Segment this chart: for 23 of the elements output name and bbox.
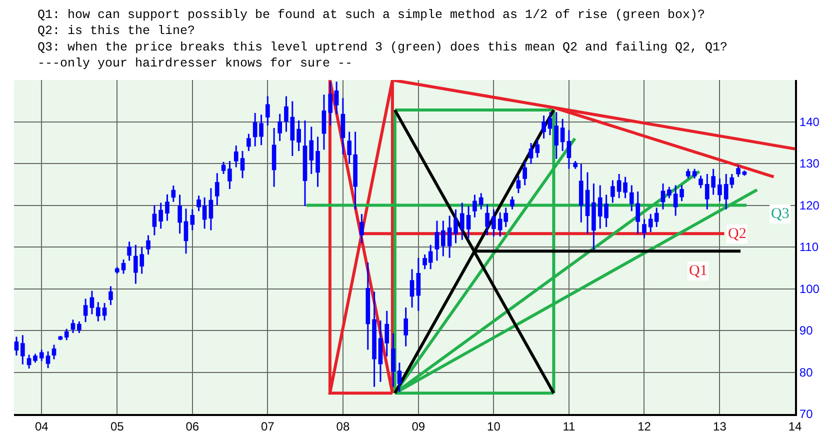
- y-tick-label: 70: [799, 407, 814, 422]
- y-tick-label: 80: [799, 365, 814, 380]
- y-tick-label: 90: [799, 324, 814, 338]
- annotation: Q2: [728, 226, 746, 242]
- annotation: Q3: [771, 206, 790, 222]
- x-tick-label: 08: [336, 419, 350, 434]
- y-tick-label: 120: [799, 198, 820, 212]
- chart-title: Q1: how can support possibly be found at such a simple method as 1/2 of rise (green box)? Q2: is this the line? Q3: when the price breaks this level uptrend 3 (green) does this mean Q2 and failing Q2, Q1? ---only your hairdresser knows for sure --: [37, 8, 728, 71]
- x-tick-label: 10: [487, 419, 501, 434]
- x-tick-label: 14: [788, 419, 802, 434]
- y-tick-label: 140: [799, 114, 820, 129]
- y-tick-label: 130: [799, 156, 820, 171]
- x-tick-label: 13: [713, 419, 727, 434]
- x-tick-label: 09: [412, 419, 426, 434]
- y-tick-label: 110: [799, 240, 819, 254]
- x-tick-label: 05: [110, 419, 124, 434]
- annotation: Q1: [689, 263, 708, 279]
- x-tick-label: 07: [260, 419, 275, 434]
- x-tick-label: 06: [186, 419, 200, 434]
- x-tick-label: 12: [638, 419, 652, 434]
- x-tick-label: 11: [562, 419, 576, 434]
- y-tick-label: 100: [799, 282, 820, 296]
- x-tick-label: 04: [34, 419, 49, 434]
